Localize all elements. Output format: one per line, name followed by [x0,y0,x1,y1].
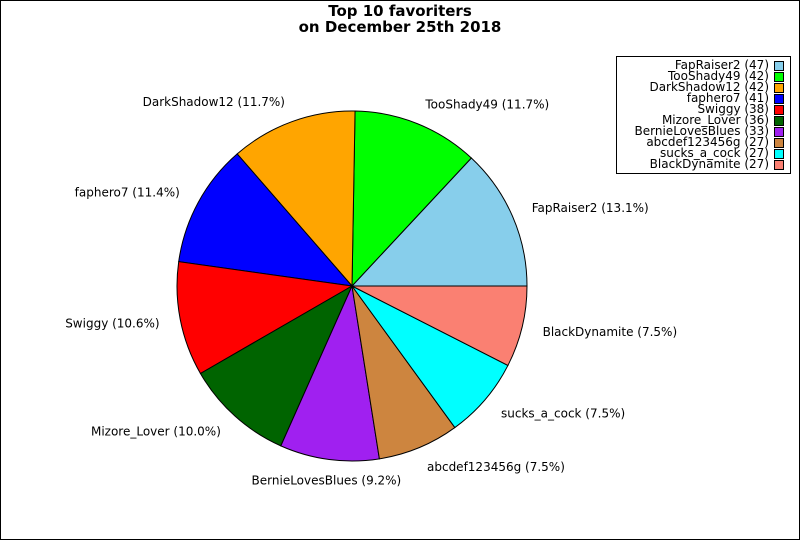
slice-label-fapraiser2: FapRaiser2 (13.1%) [532,201,649,215]
pie-slice-mizore-lover [199,284,354,447]
legend-swatch [774,93,784,104]
legend-item-sucks-a-cock: sucks_a_cock (27) [660,146,784,160]
pie-slice-blackdynamite [351,285,528,367]
legend-label: abcdef123456g (27) [646,135,769,149]
slice-label-darkshadow12: DarkShadow12 (11.7%) [143,95,285,109]
chart-title: Top 10 favoriters on December 25th 2018 [1,3,799,35]
legend-label: DarkShadow12 (42) [649,80,769,94]
legend-swatch [774,159,784,170]
legend-item-fapraiser2: FapRaiser2 (47) [674,58,784,72]
legend-label: TooShady49 (42) [668,69,769,83]
slice-label-abcdef123456g: abcdef123456g (7.5%) [427,460,565,474]
legend-label: BernieLovesBlues (33) [634,124,769,138]
legend-swatch [774,82,784,93]
chart-title-line-1: Top 10 favoriters [328,2,472,20]
legend-item-abcdef123456g: abcdef123456g (27) [646,135,784,149]
pie-slice-fapraiser2 [350,157,528,287]
legend-item-blackdynamite: BlackDynamite (27) [649,157,784,171]
legend-label: faphero7 (41) [686,91,769,105]
legend-swatch [774,126,784,137]
legend-label: Swiggy (38) [697,102,769,116]
legend-swatch [774,115,784,126]
legend-item-swiggy: Swiggy (38) [697,102,784,116]
legend-swatch [774,104,784,115]
slice-label-sucks-a-cock: sucks_a_cock (7.5%) [501,406,625,420]
slice-label-tooshady49: TooShady49 (11.7%) [424,97,549,111]
slice-label-bernielovesblues: BernieLovesBlues (9.2%) [252,473,402,487]
slice-label-blackdynamite: BlackDynamite (7.5%) [543,325,678,339]
legend-item-darkshadow12: DarkShadow12 (42) [649,80,784,94]
legend-label: BlackDynamite (27) [649,157,769,171]
chart-legend: FapRaiser2 (47) TooShady49 (42) DarkShadow… [616,56,791,174]
legend-item-tooshady49: TooShady49 (42) [668,69,784,83]
slice-label-mizore-lover: Mizore_Lover (10.0%) [91,425,221,439]
legend-label: Mizore_Lover (36) [661,113,769,127]
pie-slice-tooshady49 [351,110,473,288]
slice-label-faphero7: faphero7 (11.4%) [75,186,180,200]
pie-slice-darkshadow12 [236,110,356,288]
pie-slice-swiggy [176,261,354,375]
legend-label: sucks_a_cock (27) [660,146,769,160]
legend-swatch [774,60,784,71]
legend-swatch [774,137,784,148]
legend-item-bernielovesblues: BernieLovesBlues (33) [634,124,784,138]
chart-title-line-2: on December 25th 2018 [298,18,502,36]
pie-slice-faphero7 [178,153,354,287]
pie-slice-bernielovesblues [280,284,380,462]
legend-swatch [774,71,784,82]
legend-swatch [774,148,784,159]
legend-label: FapRaiser2 (47) [674,58,769,72]
legend-item-faphero7: faphero7 (41) [686,91,784,105]
slice-label-swiggy: Swiggy (10.6%) [65,316,159,330]
legend-item-mizore-lover: Mizore_Lover (36) [661,113,784,127]
